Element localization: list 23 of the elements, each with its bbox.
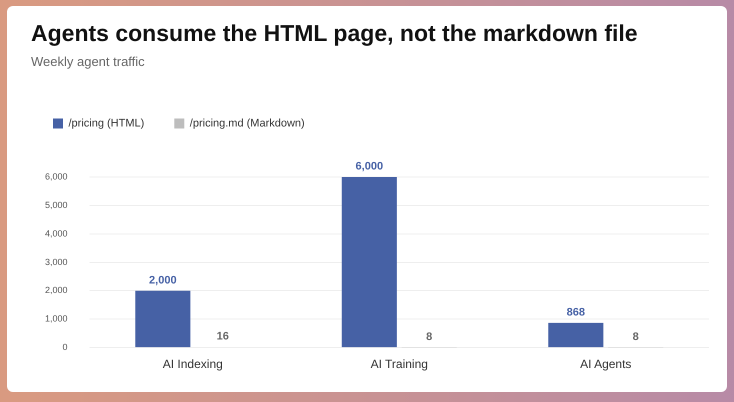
x-tick-label: AI Agents — [580, 357, 632, 372]
x-tick-label: AI Training — [370, 357, 428, 372]
y-tick-label: 6,000 — [44, 171, 68, 182]
x-tick-label: AI Indexing — [162, 357, 223, 372]
data-label: 16 — [216, 330, 229, 343]
chart-title: Agents consume the HTML page, not the markdown file — [31, 20, 638, 47]
legend-label: /pricing (HTML) — [68, 118, 144, 130]
data-label: 8 — [426, 330, 432, 343]
y-tick-label: 1,000 — [44, 314, 68, 324]
y-tick-label: 4,000 — [44, 228, 68, 238]
bar — [548, 322, 604, 348]
y-tick-label: 3,000 — [44, 256, 68, 267]
bar — [342, 177, 397, 348]
data-label: 6,000 — [356, 160, 384, 173]
y-tick-label: 0 — [62, 342, 68, 352]
legend-label: /pricing.md (Markdown) — [190, 118, 305, 130]
chart-subtitle: Weekly agent traffic — [31, 54, 145, 69]
data-label: 8 — [632, 330, 639, 343]
y-tick-label: 5,000 — [44, 200, 68, 210]
data-label: 868 — [566, 306, 585, 318]
data-label: 2,000 — [149, 274, 177, 286]
bar — [135, 290, 190, 348]
y-tick-label: 2,000 — [44, 285, 68, 296]
